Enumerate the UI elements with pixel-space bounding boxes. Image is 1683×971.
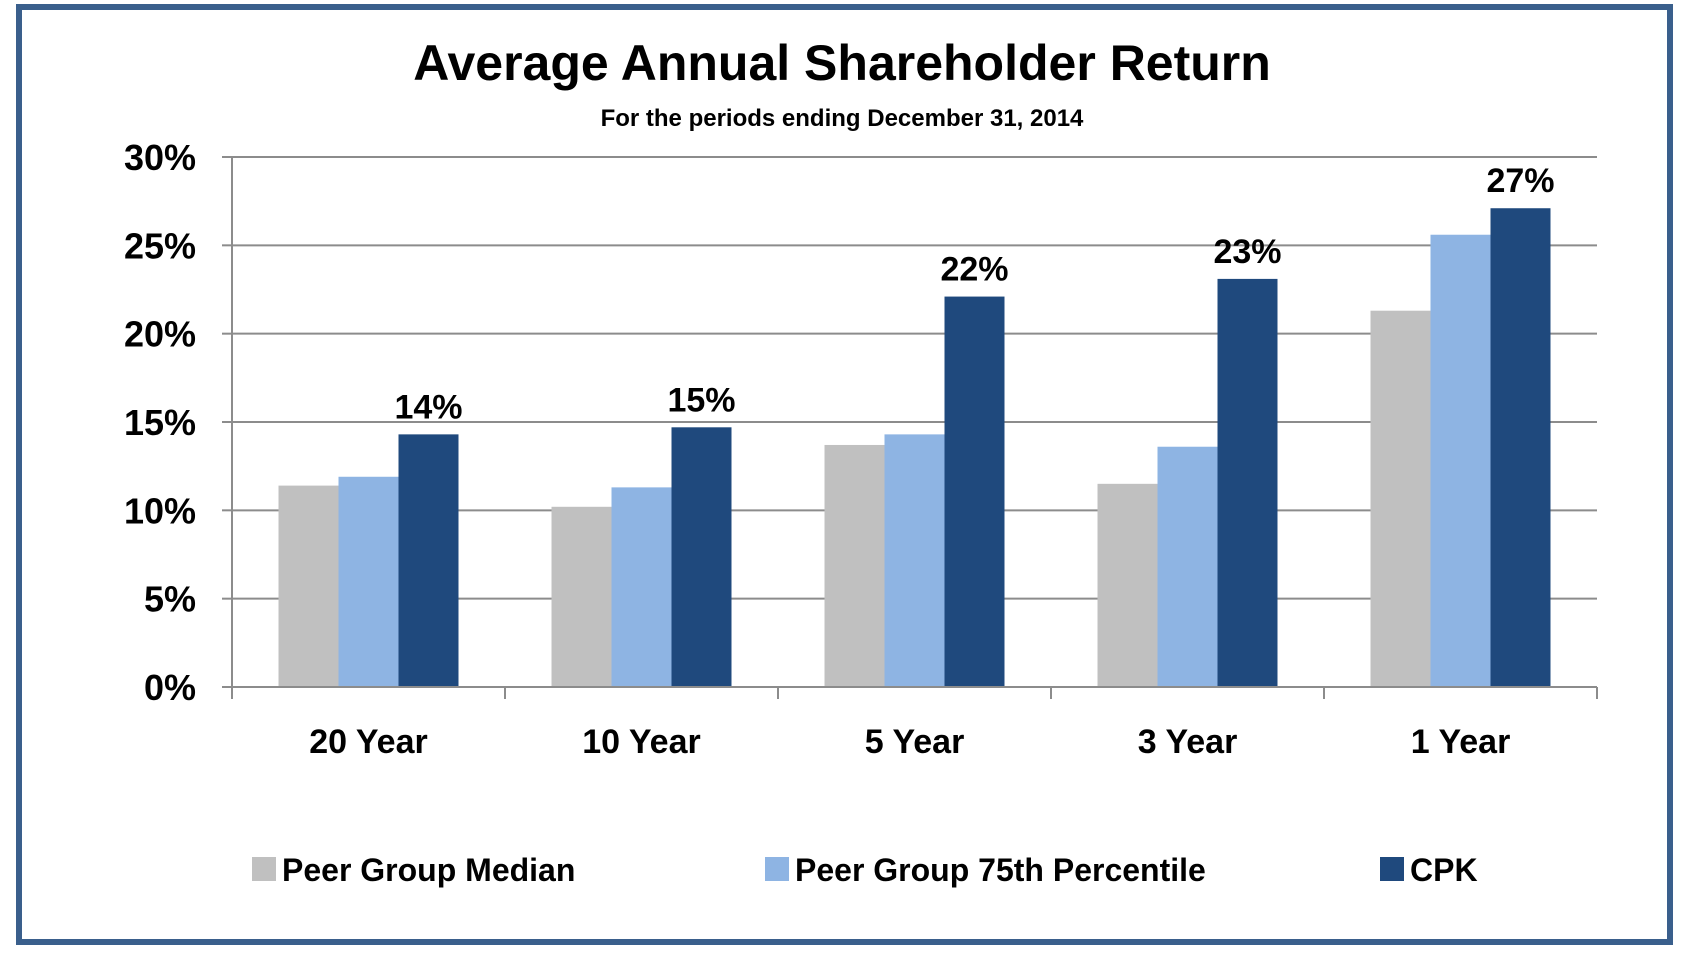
- legend-label: CPK: [1410, 852, 1478, 888]
- x-category-label: 5 Year: [865, 723, 965, 761]
- y-tick-label: 0%: [144, 667, 196, 708]
- legend: Peer Group Median Peer Group 75th Percent…: [252, 852, 1478, 888]
- x-category-label: 10 Year: [582, 723, 701, 761]
- legend-item-cpk: CPK: [1380, 852, 1478, 888]
- y-tick-label: 15%: [124, 402, 196, 443]
- y-tick-label: 5%: [144, 579, 196, 620]
- bar-peer-group-median: [551, 506, 612, 687]
- bar-cpk: [1490, 208, 1551, 687]
- bar-peer-group-median: [1370, 310, 1431, 687]
- bar-cpk: [944, 296, 1005, 687]
- legend-item-peer-group-75th-percentile: Peer Group 75th Percentile: [765, 852, 1206, 888]
- chart-subtitle: For the periods ending December 31, 2014: [601, 105, 1084, 132]
- data-label: 15%: [667, 381, 735, 419]
- bar-peer-group-75th-percentile: [884, 434, 945, 687]
- bar-cpk: [1217, 278, 1278, 687]
- y-tick-label: 25%: [124, 225, 196, 266]
- y-axis-ticks: 0% 5% 10% 15% 20% 25% 30%: [124, 137, 232, 708]
- x-category-label: 3 Year: [1138, 723, 1238, 761]
- y-tick-label: 30%: [124, 137, 196, 178]
- bar-peer-group-median: [824, 444, 885, 687]
- legend-swatch: [1380, 857, 1404, 881]
- bar-peer-group-75th-percentile: [1430, 234, 1491, 687]
- bar-peer-group-75th-percentile: [611, 487, 672, 687]
- legend-item-peer-group-median: Peer Group Median: [252, 852, 575, 888]
- x-axis-categories: 20 Year 10 Year 5 Year 3 Year 1 Year: [309, 723, 1510, 761]
- bars: [278, 208, 1551, 687]
- bar-cpk: [671, 427, 732, 687]
- data-label: 22%: [940, 251, 1008, 289]
- bar-peer-group-median: [278, 485, 339, 687]
- chart-title: Average Annual Shareholder Return: [413, 35, 1271, 91]
- legend-swatch: [252, 857, 276, 881]
- y-tick-label: 10%: [124, 490, 196, 531]
- bar-peer-group-75th-percentile: [1157, 446, 1218, 687]
- data-labels: 14% 15% 22% 23% 27%: [394, 162, 1554, 426]
- data-label: 23%: [1213, 233, 1281, 271]
- data-label: 27%: [1486, 162, 1554, 200]
- x-category-label: 20 Year: [309, 723, 428, 761]
- legend-label: Peer Group Median: [282, 852, 575, 888]
- x-axis: [231, 157, 1598, 699]
- legend-label: Peer Group 75th Percentile: [795, 852, 1206, 888]
- y-tick-label: 20%: [124, 314, 196, 355]
- x-category-label: 1 Year: [1411, 723, 1511, 761]
- gridlines: [232, 156, 1597, 600]
- bar-cpk: [398, 434, 459, 687]
- legend-swatch: [765, 857, 789, 881]
- data-label: 14%: [394, 388, 462, 426]
- bar-peer-group-median: [1097, 483, 1158, 687]
- bar-peer-group-75th-percentile: [338, 476, 399, 687]
